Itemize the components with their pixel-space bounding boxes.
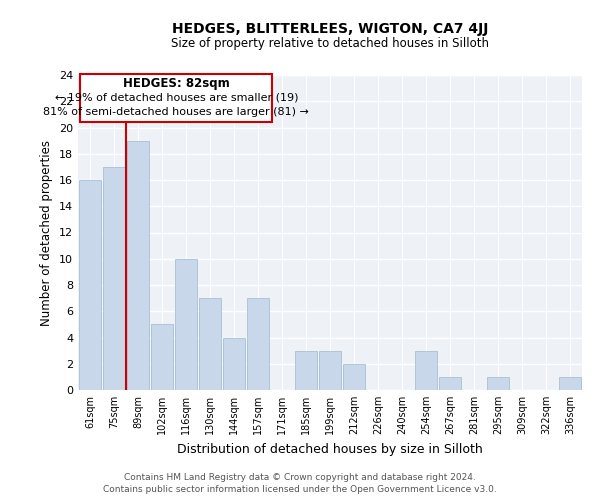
Bar [127, 140, 149, 390]
Bar [439, 377, 461, 390]
Bar [487, 377, 509, 390]
Y-axis label: Number of detached properties: Number of detached properties [40, 140, 53, 326]
Text: 81% of semi-detached houses are larger (81) →: 81% of semi-detached houses are larger (… [43, 108, 310, 118]
Bar [199, 298, 221, 390]
Text: Contains public sector information licensed under the Open Government Licence v3: Contains public sector information licen… [103, 485, 497, 494]
Bar [79, 180, 101, 390]
Bar [319, 350, 341, 390]
Bar [151, 324, 173, 390]
Bar [247, 298, 269, 390]
Bar [103, 167, 125, 390]
Bar [343, 364, 365, 390]
Text: ← 19% of detached houses are smaller (19): ← 19% of detached houses are smaller (19… [55, 93, 298, 103]
Bar [223, 338, 245, 390]
FancyBboxPatch shape [80, 74, 272, 122]
Bar [295, 350, 317, 390]
Bar [559, 377, 581, 390]
X-axis label: Distribution of detached houses by size in Silloth: Distribution of detached houses by size … [177, 442, 483, 456]
Text: Contains HM Land Registry data © Crown copyright and database right 2024.: Contains HM Land Registry data © Crown c… [124, 472, 476, 482]
Text: Size of property relative to detached houses in Silloth: Size of property relative to detached ho… [171, 38, 489, 51]
Text: HEDGES, BLITTERLEES, WIGTON, CA7 4JJ: HEDGES, BLITTERLEES, WIGTON, CA7 4JJ [172, 22, 488, 36]
Text: HEDGES: 82sqm: HEDGES: 82sqm [123, 77, 230, 90]
Bar [175, 259, 197, 390]
Bar [415, 350, 437, 390]
